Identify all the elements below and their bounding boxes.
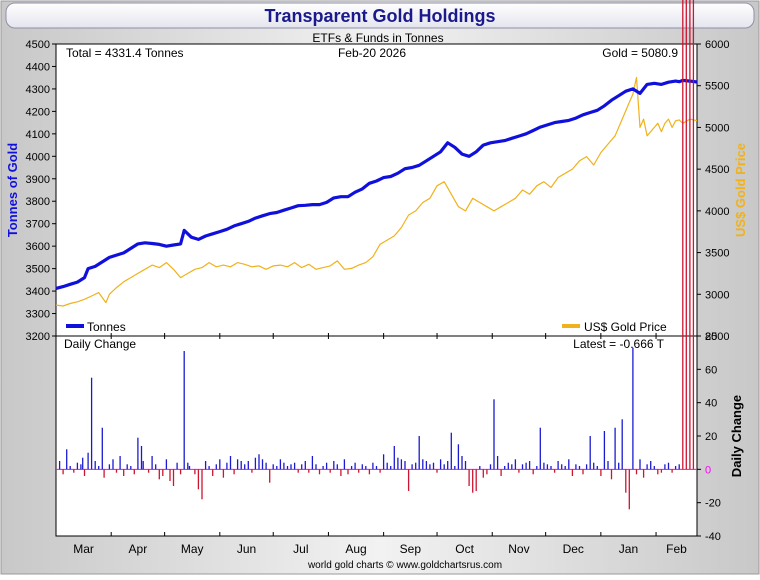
left-tick-label: 3400: [26, 286, 50, 298]
month-label: May: [181, 542, 204, 556]
right-axis-title: US$ Gold Price: [733, 143, 748, 237]
gold-legend-label: US$ Gold Price: [584, 320, 667, 334]
daily-change-axis-ticks: -40 -20 0 20 40 60 80: [697, 331, 721, 543]
gold-price-series: [55, 76, 698, 307]
left-tick-label: 4000: [26, 151, 50, 163]
right-axis-ticks: 2500 3000 3500 4000 4500 5000 5500 6000: [697, 39, 729, 343]
daily-tick-label: 80: [705, 331, 717, 343]
total-readout: Total = 4331.4 Tonnes: [66, 46, 184, 60]
month-label: Feb: [666, 542, 687, 556]
chart-title: Transparent Gold Holdings: [264, 6, 495, 26]
daily-change-label: Daily Change: [64, 337, 136, 351]
daily-tick-label: 20: [705, 431, 717, 443]
left-axis-title: Tonnes of Gold: [5, 143, 20, 237]
month-label: Jul: [293, 542, 308, 556]
daily-tick-label: -40: [705, 531, 721, 543]
tonnes-line: [55, 78, 698, 290]
upper-plot-area: [55, 43, 698, 337]
left-tick-label: 3600: [26, 241, 50, 253]
right-tick-label: 6000: [705, 39, 729, 51]
month-label: Nov: [508, 542, 529, 556]
right-tick-label: 5500: [705, 81, 729, 93]
tonnes-legend-label: Tonnes: [87, 320, 126, 334]
tonnes-legend-swatch: [66, 324, 84, 328]
tonnes-series: [55, 78, 698, 290]
latest-readout: Latest = -0.666 T: [573, 337, 665, 351]
right-tick-label: 4500: [705, 164, 729, 176]
month-label: Jun: [237, 542, 256, 556]
daily-tick-label: 40: [705, 398, 717, 410]
left-tick-label: 3800: [26, 196, 50, 208]
left-tick-label: 4300: [26, 84, 50, 96]
left-tick-label: 4200: [26, 106, 50, 118]
month-label: Oct: [455, 542, 474, 556]
daily-tick-label: 0: [705, 464, 711, 476]
gold-price-line: [55, 76, 698, 307]
left-tick-label: 3300: [26, 309, 50, 321]
month-axis-ticks: Mar Apr May Jun Jul Aug Sep Oct Nov Dec Jan Feb: [55, 333, 687, 556]
month-label: Mar: [73, 542, 94, 556]
left-tick-label: 4100: [26, 129, 50, 141]
footer-credit: world gold charts © www.goldchartsrus.co…: [307, 560, 502, 571]
gold-legend-swatch: [562, 324, 580, 328]
left-tick-label: 3700: [26, 219, 50, 231]
left-tick-label: 3500: [26, 264, 50, 276]
month-label: Aug: [345, 542, 366, 556]
left-tick-label: 4400: [26, 61, 50, 73]
month-label: Sep: [400, 542, 422, 556]
left-tick-label: 4500: [26, 39, 50, 51]
daily-change-bars: [56, 0, 697, 510]
month-label: Apr: [129, 542, 148, 556]
daily-tick-label: -20: [705, 498, 721, 510]
daily-change-axis-title: Daily Change: [729, 395, 744, 477]
right-tick-label: 5000: [705, 122, 729, 134]
daily-tick-label: 60: [705, 364, 717, 376]
right-tick-label: 2500: [705, 331, 729, 343]
month-label: Dec: [563, 542, 584, 556]
title-banner: [5, 2, 755, 29]
left-axis-ticks: 3200 3300 3400 3500 3600 3700 3800 3900 4000 4100…: [26, 39, 56, 343]
right-tick-label: 3000: [705, 289, 729, 301]
gold-price-readout: Gold = 5080.9: [602, 46, 678, 60]
month-label: Jan: [619, 542, 638, 556]
lower-plot-area: [55, 335, 698, 537]
chart-subtitle: ETFs & Funds in Tonnes: [312, 31, 443, 45]
left-tick-label: 3900: [26, 174, 50, 186]
right-tick-label: 4000: [705, 206, 729, 218]
right-tick-label: 3500: [705, 248, 729, 260]
date-readout: Feb-20 2026: [338, 46, 406, 60]
left-tick-label: 3200: [26, 331, 50, 343]
